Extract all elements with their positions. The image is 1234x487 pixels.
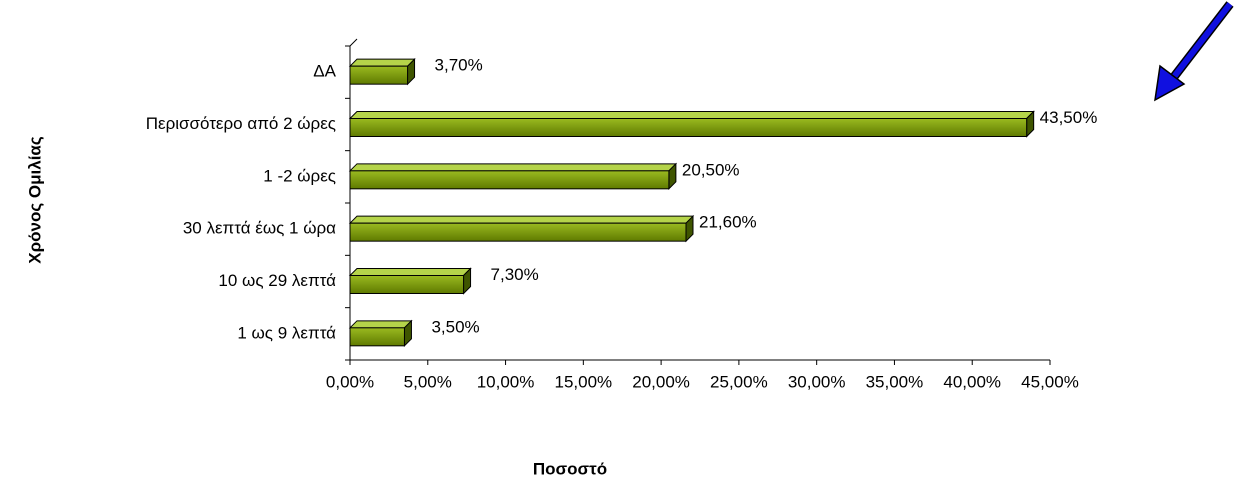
bar: [348, 57, 416, 86]
bar-front: [349, 65, 409, 85]
y-tick-label: 10 ως 29 λεπτά: [218, 271, 336, 290]
x-tick-label: 40,00%: [943, 372, 1001, 391]
value-label: 7,30%: [491, 265, 539, 284]
value-label: 21,60%: [699, 213, 757, 232]
x-tick-label: 15,00%: [554, 372, 612, 391]
value-label: 3,70%: [435, 56, 483, 75]
bar-top: [348, 215, 695, 224]
x-tick-label: 30,00%: [788, 372, 846, 391]
pointer-arrow: [1154, 1, 1234, 102]
y-tick-label: 30 λεπτά έως 1 ώρα: [183, 219, 336, 238]
y-tick-label: Περισσότερο από 2 ώρες: [146, 114, 336, 133]
value-label: 43,50%: [1040, 108, 1098, 127]
bar-top: [348, 58, 416, 67]
bar-front: [349, 118, 1028, 137]
bar: [348, 110, 1035, 138]
y-tick-label: 1 -2 ώρες: [263, 166, 336, 185]
bar: [348, 214, 695, 243]
x-tick-label: 20,00%: [632, 372, 690, 391]
y-axis-title: Χρόνος Ομιλίας: [25, 136, 44, 264]
y-tick-label: 1 ως 9 λεπτά: [237, 323, 336, 342]
x-tick-label: 0,00%: [326, 372, 374, 391]
bar: [348, 162, 678, 191]
axis-depth: [349, 38, 358, 47]
x-tick-label: 25,00%: [710, 372, 768, 391]
x-tick-label: 5,00%: [404, 372, 452, 391]
bar-top: [348, 111, 1035, 119]
value-label: 20,50%: [682, 160, 740, 179]
x-tick-label: 10,00%: [477, 372, 535, 391]
x-tick-label: 45,00%: [1021, 372, 1079, 391]
bar: [348, 319, 413, 348]
bar-top: [348, 268, 472, 276]
bar-top: [348, 163, 678, 172]
y-tick-label: ΔΑ: [313, 62, 336, 81]
bar-front: [349, 275, 465, 294]
bar-front: [349, 327, 405, 347]
bar-front: [349, 170, 670, 190]
x-tick-label: 35,00%: [866, 372, 924, 391]
value-label: 3,50%: [431, 317, 479, 336]
bar-front: [349, 222, 687, 242]
bar-top: [348, 320, 413, 329]
x-axis-title: Ποσοστό: [533, 459, 607, 478]
bar: [348, 267, 472, 295]
